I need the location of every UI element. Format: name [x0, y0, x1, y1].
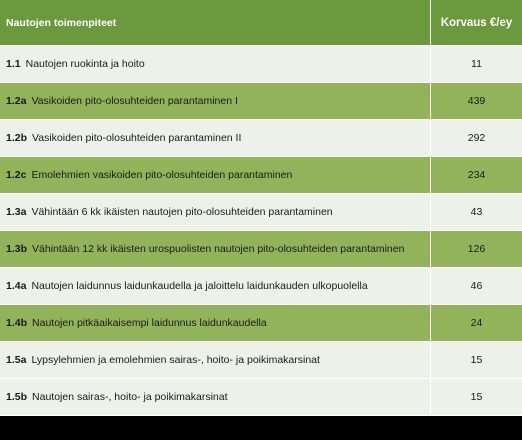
row-label-cell: 1.2a Vasikoiden pito-olosuhteiden paranta…: [0, 83, 431, 119]
row-label: Vähintään 12 kk ikäisten urospuolisten n…: [32, 243, 405, 255]
row-label: Nautojen pitkäaikaisempi laidunnus laidu…: [32, 317, 267, 329]
row-label: Vasikoiden pito-olosuhteiden parantamine…: [31, 95, 238, 107]
table-row: 1.2b Vasikoiden pito-olosuhteiden paranta…: [0, 120, 522, 157]
row-value: 46: [470, 280, 483, 292]
row-label-cell: 1.1 Nautojen ruokinta ja hoito: [0, 46, 431, 82]
row-label-cell: 1.4b Nautojen pitkäaikaisempi laidunnus l…: [0, 305, 431, 341]
table-row: 1.4a Nautojen laidunnus laidunkaudella ja…: [0, 268, 522, 305]
row-value: 15: [470, 391, 483, 403]
row-code: 1.4b: [6, 317, 28, 329]
row-label: Emolehmien vasikoiden pito-olosuhteiden …: [31, 169, 293, 181]
row-label: Vähintään 6 kk ikäisten nautojen pito-ol…: [31, 206, 333, 218]
row-value: 11: [471, 58, 482, 70]
table-row: 1.4b Nautojen pitkäaikaisempi laidunnus l…: [0, 305, 522, 342]
row-code: 1.3b: [6, 243, 28, 255]
row-code: 1.5b: [6, 391, 28, 403]
table-row: 1.2c Emolehmien vasikoiden pito-olosuhtei…: [0, 157, 522, 194]
row-label-cell: 1.5b Nautojen sairas-, hoito- ja poikimak…: [0, 379, 431, 415]
row-label: Nautojen sairas-, hoito- ja poikimakarsi…: [32, 391, 228, 403]
table-row: 1.1 Nautojen ruokinta ja hoito 11: [0, 46, 522, 83]
row-label: Nautojen laidunnus laidunkaudella ja jal…: [31, 280, 368, 292]
row-label-cell: 1.4a Nautojen laidunnus laidunkaudella ja…: [0, 268, 431, 304]
table-header: Nautojen toimenpiteet Korvaus €/ey: [0, 0, 522, 46]
row-code: 1.2a: [6, 95, 27, 107]
row-label: Lypsylehmien ja emolehmien sairas-, hoit…: [31, 354, 320, 366]
row-label-cell: 1.2c Emolehmien vasikoiden pito-olosuhtei…: [0, 157, 431, 193]
row-label: Nautojen ruokinta ja hoito: [25, 58, 145, 70]
row-value: 292: [467, 132, 486, 144]
row-code: 1.2b: [6, 132, 28, 144]
row-value: 439: [467, 95, 486, 107]
table-row: 1.3b Vähintään 12 kk ikäisten urospuolist…: [0, 231, 522, 268]
row-label-cell: 1.2b Vasikoiden pito-olosuhteiden paranta…: [0, 120, 431, 156]
row-code: 1.2c: [6, 169, 27, 181]
row-value: 43: [470, 206, 483, 218]
row-label: Vasikoiden pito-olosuhteiden parantamine…: [32, 132, 242, 144]
header-measures: Nautojen toimenpiteet: [0, 0, 431, 45]
row-value: 15: [470, 354, 483, 366]
compensation-table: Nautojen toimenpiteet Korvaus €/ey 1.1 Na…: [0, 0, 522, 416]
table-row: 1.5a Lypsylehmien ja emolehmien sairas-, …: [0, 342, 522, 379]
row-value: 234: [467, 169, 486, 181]
row-label-cell: 1.3b Vähintään 12 kk ikäisten urospuolist…: [0, 231, 431, 267]
row-code: 1.3a: [6, 206, 27, 218]
row-value: 24: [470, 317, 483, 329]
header-compensation: Korvaus €/ey: [440, 16, 513, 29]
row-label-cell: 1.3a Vähintään 6 kk ikäisten nautojen pit…: [0, 194, 431, 230]
row-code: 1.4a: [6, 280, 27, 292]
row-code: 1.5a: [6, 354, 27, 366]
row-code: 1.1: [6, 58, 21, 70]
table-row: 1.3a Vähintään 6 kk ikäisten nautojen pit…: [0, 194, 522, 231]
table-row: 1.2a Vasikoiden pito-olosuhteiden paranta…: [0, 83, 522, 120]
table-row: 1.5b Nautojen sairas-, hoito- ja poikimak…: [0, 379, 522, 416]
row-value: 126: [467, 243, 486, 255]
row-label-cell: 1.5a Lypsylehmien ja emolehmien sairas-, …: [0, 342, 431, 378]
